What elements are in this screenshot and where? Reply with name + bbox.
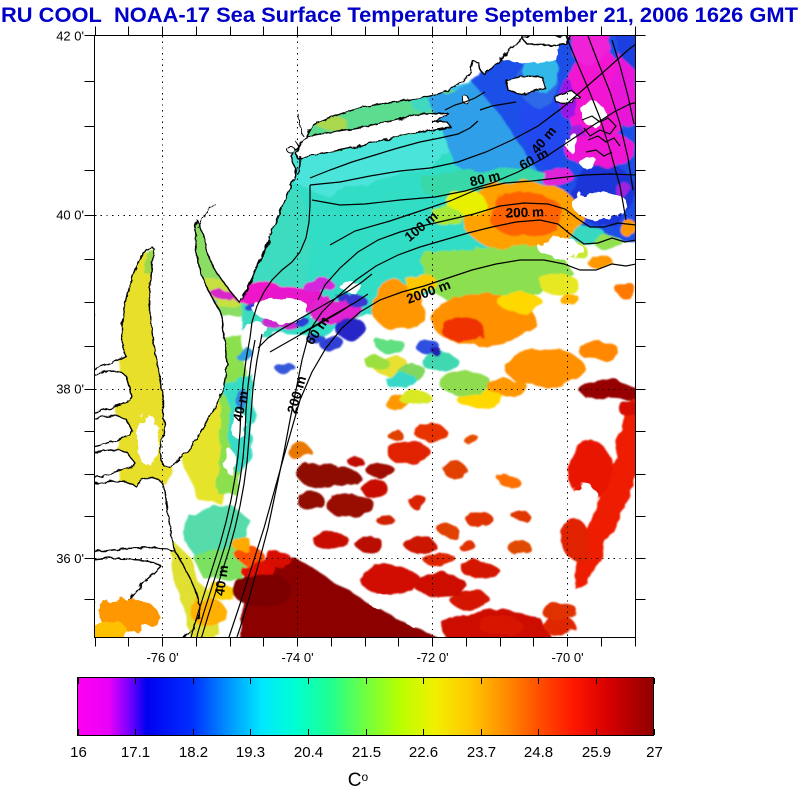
- svg-text:40 m: 40 m: [230, 389, 251, 422]
- svg-text:21.5: 21.5: [352, 744, 381, 761]
- svg-text:RU COOL NOAA-17 Sea Surface T: RU COOL NOAA-17 Sea Surface Temperature …: [1, 4, 798, 27]
- svg-text:42 0': 42 0': [56, 29, 84, 44]
- svg-text:38 0': 38 0': [56, 382, 84, 397]
- svg-text:80 m: 80 m: [468, 168, 501, 190]
- svg-text:200 m: 200 m: [505, 204, 544, 220]
- svg-text:36 0': 36 0': [56, 551, 84, 566]
- svg-text:20.4: 20.4: [294, 744, 323, 761]
- svg-text:-72 0': -72 0': [416, 650, 448, 665]
- svg-text:40 0': 40 0': [56, 208, 84, 223]
- svg-text:27: 27: [646, 744, 663, 761]
- svg-text:40 m: 40 m: [212, 564, 231, 597]
- svg-text:17.1: 17.1: [121, 744, 150, 761]
- svg-text:25.9: 25.9: [582, 744, 611, 761]
- svg-text:16: 16: [70, 744, 87, 761]
- svg-text:18.2: 18.2: [179, 744, 208, 761]
- svg-text:-70 0': -70 0': [551, 650, 583, 665]
- svg-text:-74 0': -74 0': [281, 650, 313, 665]
- svg-text:22.6: 22.6: [409, 744, 438, 761]
- svg-text:24.8: 24.8: [524, 744, 553, 761]
- svg-text:23.7: 23.7: [467, 744, 496, 761]
- svg-text:19.3: 19.3: [236, 744, 265, 761]
- svg-text:-76 0': -76 0': [146, 650, 178, 665]
